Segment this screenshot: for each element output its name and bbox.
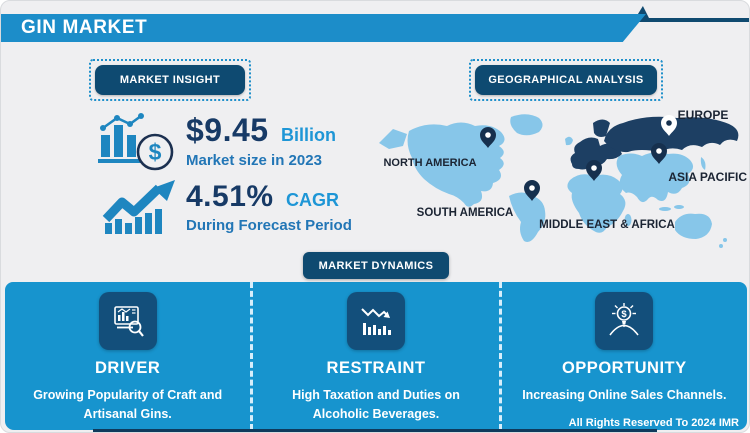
declining-bars-arrow-icon (361, 308, 391, 335)
ribbon-tail-line (638, 18, 749, 22)
svg-text:$: $ (149, 139, 162, 165)
cagr-caption: During Forecast Period (186, 217, 352, 234)
driver-section: DRIVER Growing Popularity of Craft and A… (5, 282, 254, 430)
label-north-america: NORTH AMERICA (383, 157, 476, 169)
europe-pin-icon (661, 115, 677, 136)
market-size-unit: Billion (281, 125, 337, 145)
geographical-analysis-dotted-box: GEOGRAPHICAL ANALYSIS (469, 59, 663, 101)
opportunity-tile: $ (595, 292, 654, 350)
driver-title: DRIVER (94, 359, 161, 377)
opportunity-title: OPPORTUNITY (561, 359, 687, 377)
africa-pin-icon (586, 160, 602, 181)
market-dynamics-band: DRIVER Growing Popularity of Craft and A… (5, 282, 747, 430)
growth-arrow-chart-icon (102, 180, 175, 234)
header-banner: GIN MARKET (1, 14, 646, 42)
market-size-stat: $9.45 Billion Market size in 2023 (186, 112, 336, 169)
bar-chart-dollar-icon: $ (98, 113, 174, 171)
driver-tile (98, 292, 157, 350)
opportunity-text: Increasing Online Sales Channels. (522, 388, 727, 402)
continents-light (379, 114, 727, 248)
market-insight-header: MARKET INSIGHT (95, 65, 245, 95)
restraint-text: High Taxation and Duties on Alcoholic Be… (292, 388, 460, 422)
svg-text:$: $ (622, 309, 628, 320)
label-south-america: SOUTH AMERICA (417, 207, 514, 219)
copyright-text: All Rights Reserved To 2024 IMR (568, 417, 739, 429)
opportunity-section: $ OPPORTUNITY Increasing Online Sales Ch… (502, 282, 747, 430)
cagr-value: 4.51% (186, 180, 274, 213)
restraint-title: RESTRAINT (326, 359, 426, 377)
label-europe: EUROPE (678, 108, 729, 122)
restraint-section: RESTRAINT High Taxation and Duties on Al… (253, 282, 502, 430)
market-size-caption: Market size in 2023 (186, 152, 322, 169)
north-america-pin-icon (480, 127, 496, 148)
continents-dark-europe-russia (570, 116, 739, 170)
south-america-pin-icon (524, 180, 540, 201)
geographical-analysis-header: GEOGRAPHICAL ANALYSIS (475, 65, 657, 95)
monitor-chart-magnifier-icon (113, 306, 144, 337)
cagr-unit: CAGR (286, 190, 340, 210)
label-middle-east-africa: MIDDLE EAST & AFRICA (539, 219, 675, 231)
world-map: NORTH AMERICA EUROPE ASIA PACIFIC SOUTH … (379, 108, 747, 248)
page-title: GIN MARKET (21, 17, 148, 38)
market-insight-dotted-box: MARKET INSIGHT (89, 59, 251, 101)
driver-text: Growing Popularity of Craft and Artisana… (33, 388, 223, 422)
cagr-stat: 4.51% CAGR During Forecast Period (186, 180, 352, 234)
market-size-value: $9.45 (186, 112, 269, 148)
market-dynamics-header: MARKET DYNAMICS (303, 252, 449, 279)
label-asia-pacific: ASIA PACIFIC (668, 170, 747, 184)
bottom-accent-bar (93, 429, 657, 432)
idea-bulb-dollar-icon: $ (609, 303, 639, 336)
restraint-tile (346, 292, 405, 350)
asia-pin-icon (651, 143, 667, 164)
